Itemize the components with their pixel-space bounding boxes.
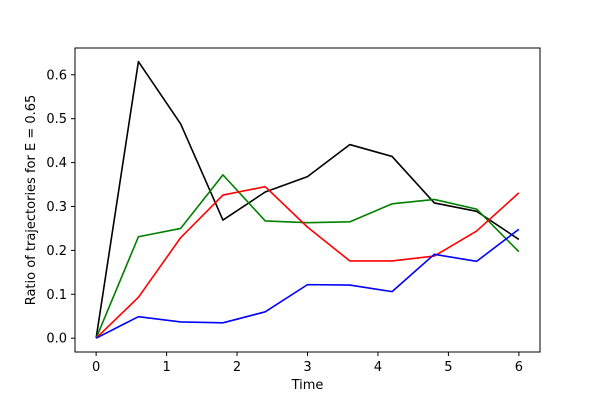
- y-tick-label: 0.5: [46, 112, 67, 127]
- x-tick-label: 5: [444, 360, 452, 375]
- series-line-3: [95, 185, 520, 339]
- y-axis-label: Ratio of trajectories for E = 0.65: [24, 95, 39, 306]
- series-line-4: [95, 228, 520, 339]
- x-tick-label: 2: [233, 360, 241, 375]
- x-axis: 0 1 2 3 4 5 6: [92, 352, 523, 375]
- series-layer: [95, 60, 520, 339]
- y-tick-label: 0.4: [46, 156, 67, 171]
- y-tick-label: 0.2: [46, 244, 67, 259]
- series-line-1: [95, 60, 520, 339]
- x-tick-label: 0: [92, 360, 100, 375]
- x-axis-label: Time: [291, 378, 324, 393]
- y-tick-label: 0.6: [46, 68, 67, 83]
- x-tick-label: 1: [162, 360, 170, 375]
- y-tick-label: 0.1: [46, 288, 67, 303]
- y-axis: 0.0 0.1 0.2 0.3 0.4 0.5 0.6: [46, 68, 75, 347]
- x-tick-label: 3: [303, 360, 311, 375]
- y-tick-label: 0.0: [46, 332, 67, 347]
- y-tick-label: 0.3: [46, 200, 67, 215]
- series-line-2: [95, 174, 520, 339]
- x-tick-label: 6: [515, 360, 523, 375]
- x-tick-label: 4: [374, 360, 382, 375]
